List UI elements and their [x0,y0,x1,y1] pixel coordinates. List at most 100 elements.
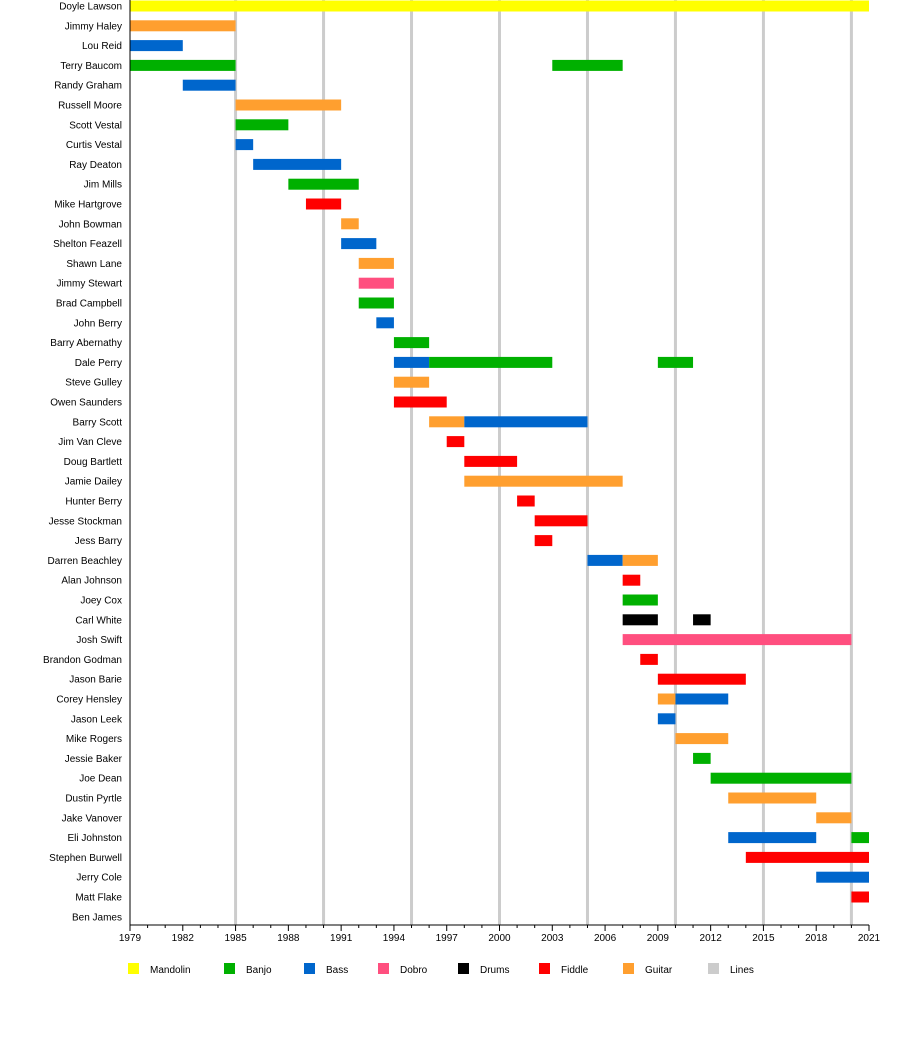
member-bar [358,277,394,289]
member-bar [464,416,588,428]
member-label: Brandon Godman [43,655,122,666]
x-tick-label: 1997 [436,933,459,944]
x-tick-label: 2015 [752,933,775,944]
member-label: Dale Perry [75,358,122,369]
member-label: Jim Mills [84,180,122,191]
legend-label: Lines [730,965,754,976]
legend-swatch [378,963,389,974]
member-bar [358,297,394,309]
member-bar [728,832,817,844]
x-tick-label: 2006 [594,933,617,944]
member-bar [675,693,729,705]
member-label: Terry Baucom [60,61,122,72]
member-bar [693,614,711,626]
x-tick-label: 1979 [119,933,142,944]
member-bar [657,356,694,368]
member-bar [235,139,254,151]
grid-line [410,0,414,925]
member-label: Eli Johnston [68,833,122,844]
x-tick-label: 1982 [172,933,195,944]
member-label: Barry Abernathy [50,338,122,349]
member-bar [305,198,342,210]
member-label: Jason Leek [71,714,123,725]
member-label: Jess Barry [75,536,122,547]
member-label: Corey Hensley [56,695,122,706]
legend-label: Drums [480,965,509,976]
member-bar [182,79,236,91]
member-bar [464,455,518,467]
member-bar [253,158,342,170]
x-tick-label: 2009 [647,933,670,944]
member-bar [622,614,658,626]
member-label: John Bowman [59,219,122,230]
x-tick-label: 2018 [805,933,828,944]
member-label: Joey Cox [80,596,122,607]
member-label: Curtis Vestal [66,140,122,151]
member-label: Alan Johnson [61,576,122,587]
member-bar [341,238,377,250]
member-bar [728,792,817,804]
member-bar [622,574,641,586]
x-tick-label: 2000 [488,933,511,944]
member-label: Ray Deaton [69,160,122,171]
member-label: Doug Bartlett [64,457,123,468]
member-bar [552,59,623,71]
member-bar [851,891,869,903]
member-bar [393,396,447,408]
member-bar [393,356,430,368]
member-label: Josh Swift [76,635,122,646]
member-label: Doyle Lawson [59,2,122,13]
member-bar [622,594,658,606]
member-bar [710,772,852,784]
member-label: Ben James [72,912,122,923]
x-tick-label: 2003 [541,933,564,944]
legend-swatch [708,963,719,974]
member-bar [675,733,729,745]
member-label: Carl White [75,615,122,626]
legend-swatch [128,963,139,974]
x-tick-label: 2012 [700,933,723,944]
grid-line [322,0,326,925]
member-bar [587,554,623,566]
member-bar [622,554,658,566]
legend-swatch [304,963,315,974]
member-bar [376,317,394,329]
member-bar [130,0,869,12]
x-tick-label: 1988 [277,933,300,944]
member-bar [816,812,852,824]
member-bar [130,20,236,32]
member-label: Steve Gulley [65,378,122,389]
member-label: Jimmy Haley [65,21,122,32]
grid-line [761,0,765,925]
grid-line [849,0,853,925]
member-label: Scott Vestal [69,120,122,131]
legend-swatch [623,963,634,974]
member-label: Jerry Cole [76,873,122,884]
member-bar [393,376,430,388]
x-tick-label: 1985 [224,933,247,944]
member-bar [446,436,465,448]
member-label: Shawn Lane [66,259,122,270]
member-label: Stephen Burwell [49,853,122,864]
member-bar [517,495,535,507]
member-bar [657,673,746,685]
member-label: Brad Campbell [56,299,122,310]
member-bar [235,99,342,111]
member-label: Matt Flake [75,893,122,904]
member-label: Lou Reid [82,41,122,52]
member-label: Jamie Dailey [65,477,122,488]
member-bar [130,59,236,71]
member-label: Shelton Feazell [53,239,122,250]
member-label: Randy Graham [54,81,122,92]
legend-swatch [539,963,550,974]
member-label: Darren Beachley [48,556,122,567]
member-label: Mike Hartgrove [54,200,122,211]
member-label: Barry Scott [73,417,123,428]
member-bar [429,356,553,368]
grid-line [673,0,677,925]
member-label: Jason Barie [69,675,122,686]
member-bar [393,337,430,349]
member-bar [288,178,359,190]
member-bar [429,416,465,428]
